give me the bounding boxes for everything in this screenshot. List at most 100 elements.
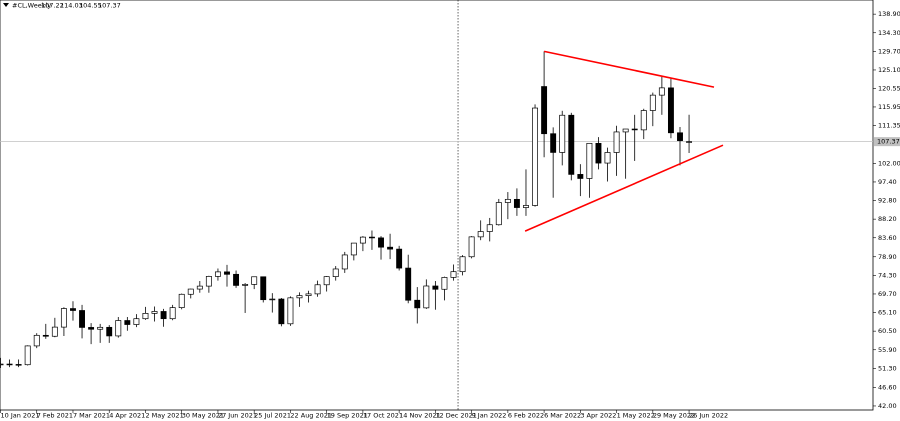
candle-body: [242, 284, 249, 286]
candle-body: [667, 87, 674, 134]
x-tick-label: 6 Feb 2022: [508, 412, 544, 420]
x-tick-label: 17 Oct 2021: [363, 412, 403, 420]
candle-body: [686, 141, 693, 143]
candle-body: [550, 133, 557, 153]
symbol-title: #CL,Weekly: [12, 2, 51, 10]
candle-body: [70, 308, 76, 311]
x-tick-label: 4 Apr 2021: [109, 412, 145, 420]
y-tick-label: 111.35: [878, 122, 900, 130]
y-tick-label: 60.50: [878, 327, 897, 335]
y-tick-label: 134.30: [878, 29, 900, 37]
y-tick-label: 115.95: [878, 103, 900, 111]
x-tick-label: 26 Jun 2022: [689, 412, 728, 420]
candle-body: [42, 334, 49, 337]
candle-body: [224, 271, 230, 275]
candle-body: [468, 236, 475, 258]
candle-body: [133, 318, 140, 325]
y-tick-label: 129.70: [878, 47, 900, 55]
candle-body: [495, 202, 502, 226]
candle-body: [541, 86, 548, 135]
x-tick-label: 10 Jan 2021: [1, 412, 40, 420]
candle-body: [577, 174, 584, 179]
y-tick-label: 138.90: [878, 10, 900, 18]
menu-icon[interactable]: [3, 3, 9, 7]
candle-body: [387, 246, 394, 250]
candle-body: [504, 198, 511, 203]
candle-body: [178, 293, 185, 308]
price-box: [874, 137, 900, 147]
candle-body: [260, 276, 267, 301]
candle-body: [196, 285, 203, 290]
y-tick-label: 46.60: [878, 383, 897, 391]
candle-body: [115, 320, 122, 337]
x-tick-label: 12 Dec 2021: [435, 412, 477, 420]
y-tick-label: 125.10: [878, 66, 900, 74]
x-tick-label: 27 Jun 2021: [218, 412, 257, 420]
candle-body: [205, 276, 212, 287]
candle-body: [97, 326, 104, 330]
candle-body: [658, 87, 665, 96]
candle-body: [649, 94, 656, 111]
candle-body: [532, 107, 538, 206]
candle-body: [24, 345, 31, 366]
y-tick-label: 74.30: [878, 271, 897, 279]
y-tick-label: 78.90: [878, 253, 897, 261]
x-tick-label: 6 Mar 2022: [544, 412, 581, 420]
y-tick-label: 120.55: [878, 84, 900, 92]
y-tick-label: 51.30: [878, 364, 897, 372]
y-tick-label: 65.10: [878, 309, 897, 317]
candle-body: [369, 236, 375, 239]
candle-body: [169, 307, 176, 320]
candle-body: [622, 128, 629, 133]
candle-body: [187, 288, 194, 295]
x-tick-label: 14 Nov 2021: [399, 412, 441, 420]
candle-body: [586, 142, 593, 179]
candle-body: [396, 248, 403, 269]
candle-body: [450, 271, 457, 278]
candle-body: [513, 198, 520, 208]
plot-frame: [0, 0, 874, 411]
candle-body: [305, 293, 312, 296]
candle-body: [124, 320, 131, 325]
candle-body: [278, 298, 285, 325]
trendline: [524, 144, 724, 232]
x-tick-label: 7 Feb 2021: [37, 412, 73, 420]
candle-body: [88, 327, 95, 330]
candle-body: [378, 237, 384, 248]
candle-body: [51, 326, 58, 337]
candle-body: [269, 298, 276, 301]
candle-body: [160, 311, 167, 320]
candle-body: [640, 110, 647, 131]
candle-body: [60, 308, 67, 328]
candle-body: [332, 268, 339, 277]
candle-body: [405, 267, 412, 301]
candle-body: [595, 142, 602, 164]
candle-body: [287, 297, 294, 325]
candle-body: [486, 224, 493, 232]
header-open: 107.22: [41, 2, 64, 10]
candle-body: [359, 236, 366, 244]
candle-body: [613, 131, 620, 153]
x-tick-label: 1 May 2022: [617, 412, 655, 420]
y-tick-label: 102.00: [878, 159, 900, 167]
candle-body: [414, 299, 421, 309]
x-tick-label: 7 Mar 2021: [73, 412, 110, 420]
candle-body: [314, 284, 321, 295]
candle-body: [568, 114, 575, 175]
candle-body: [296, 295, 303, 299]
candle-body: [423, 285, 430, 309]
y-tick-label: 92.80: [878, 197, 897, 205]
y-tick-label: 69.70: [878, 290, 897, 298]
candle-body: [432, 285, 439, 290]
candle-body: [142, 313, 149, 320]
candle-body: [251, 276, 258, 285]
candle-body: [15, 364, 22, 366]
x-tick-label: 3 Apr 2022: [580, 412, 616, 420]
trendline: [543, 50, 715, 88]
candle-body: [477, 231, 484, 238]
candle-body: [33, 334, 40, 347]
candle-body: [79, 310, 85, 328]
candle-body: [0, 363, 4, 366]
candle-body: [677, 132, 683, 141]
header-close: 107.37: [98, 2, 121, 10]
